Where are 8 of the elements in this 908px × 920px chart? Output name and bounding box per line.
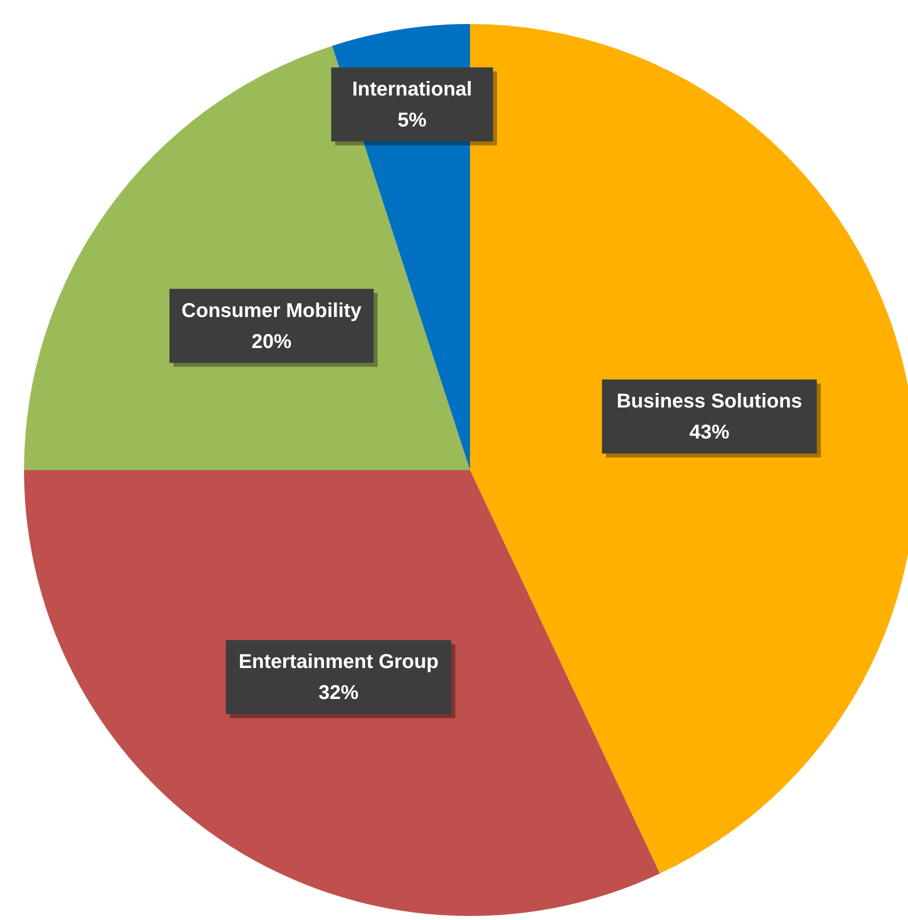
data-label: 32% [318, 682, 359, 704]
slice-label: Entertainment Group [238, 651, 439, 674]
data-label: 43% [689, 421, 730, 444]
data-label: 5% [398, 109, 427, 132]
slice-label: Consumer Mobility [182, 300, 362, 322]
slice-label: Business Solutions [616, 390, 802, 412]
slice-label: International [352, 78, 472, 100]
data-label: 20% [252, 330, 292, 353]
